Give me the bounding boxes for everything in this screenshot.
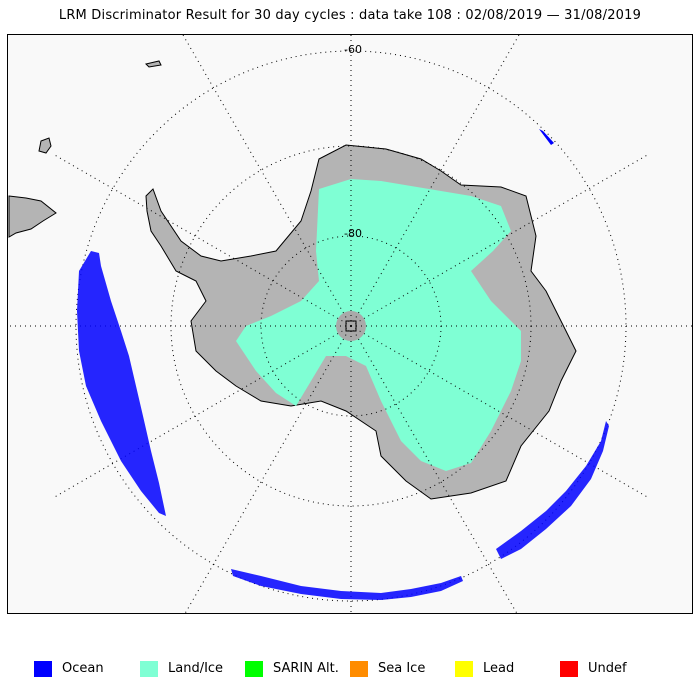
- legend-swatch-land-ice: [140, 661, 158, 677]
- chart-title: LRM Discriminator Result for 30 day cycl…: [58, 8, 642, 23]
- legend-label-land-ice: Land/Ice: [168, 661, 224, 676]
- latitude-label-60: -60: [344, 43, 362, 56]
- legend-label-ocean: Ocean: [62, 661, 104, 676]
- map-panel: -60 -80: [7, 34, 693, 614]
- ocean-region-southeast: [496, 421, 609, 559]
- legend-swatch-lead: [455, 661, 473, 677]
- south-georgia-island: [145, 60, 162, 68]
- south-america-tip: [8, 195, 57, 238]
- legend-swatch-sea-ice: [350, 661, 368, 677]
- ocean-region-west: [77, 251, 166, 516]
- legend-label-lead: Lead: [483, 661, 515, 676]
- legend-swatch-sarin: [245, 661, 263, 677]
- land-ice-region: [236, 179, 521, 471]
- falkland-islands: [38, 137, 52, 154]
- ocean-fragment-northeast: [539, 129, 554, 145]
- graticule: [8, 35, 692, 613]
- latitude-label-80: -80: [344, 227, 362, 240]
- legend-swatch-undef: [560, 661, 578, 677]
- polar-map: -60 -80: [8, 35, 692, 613]
- legend-label-undef: Undef: [588, 661, 627, 676]
- legend-label-sea-ice: Sea Ice: [378, 661, 426, 676]
- legend: Ocean Land/Ice SARIN Alt. Sea Ice Lead U…: [0, 660, 700, 680]
- ocean-region-south: [231, 569, 463, 600]
- legend-label-sarin: SARIN Alt.: [273, 661, 339, 676]
- legend-swatch-ocean: [34, 661, 52, 677]
- ocean-coverage: [77, 129, 609, 600]
